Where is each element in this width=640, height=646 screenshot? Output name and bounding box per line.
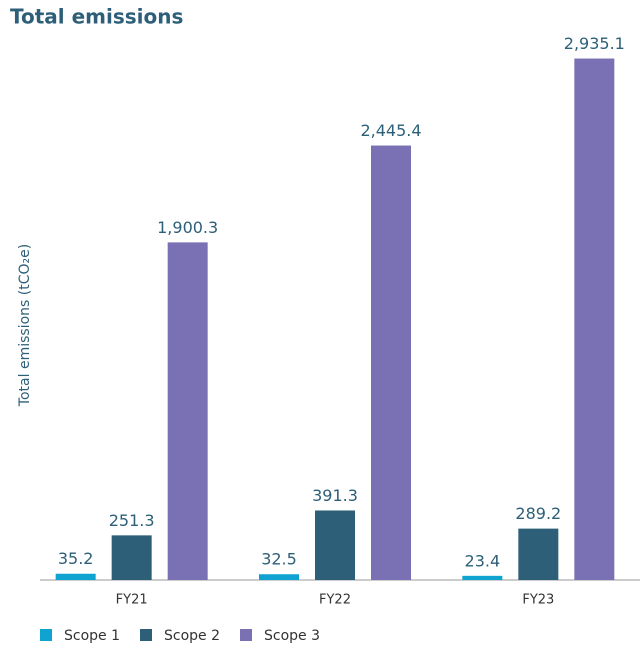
- bar: [167, 242, 208, 580]
- legend-swatch: [240, 629, 252, 641]
- value-label: 391.3: [312, 486, 358, 505]
- value-label: 32.5: [261, 550, 297, 569]
- bar: [518, 528, 559, 580]
- chart-title: Total emissions: [10, 5, 183, 29]
- bar: [259, 574, 299, 580]
- bar: [315, 510, 355, 580]
- legend-label: Scope 3: [264, 628, 320, 644]
- value-label: 2,935.1: [564, 34, 625, 53]
- value-label: 1,900.3: [157, 218, 218, 237]
- bar: [371, 145, 411, 580]
- bar: [55, 573, 96, 580]
- y-axis-label: Total emissions (tCO₂e): [17, 244, 33, 407]
- bar: [111, 535, 152, 580]
- value-label: 289.2: [515, 504, 561, 523]
- legend-label: Scope 2: [164, 628, 220, 644]
- value-label: 23.4: [465, 551, 501, 570]
- legend-swatch: [40, 629, 52, 641]
- legend-label: Scope 1: [64, 628, 120, 644]
- x-tick-label: FY21: [116, 593, 148, 608]
- value-label: 35.2: [58, 549, 94, 568]
- value-label: 2,445.4: [360, 121, 421, 140]
- value-label: 251.3: [109, 511, 155, 530]
- bar: [462, 575, 503, 580]
- legend-swatch: [140, 629, 152, 641]
- x-tick-label: FY22: [319, 593, 351, 608]
- bar: [574, 58, 615, 580]
- x-tick-label: FY23: [522, 593, 554, 608]
